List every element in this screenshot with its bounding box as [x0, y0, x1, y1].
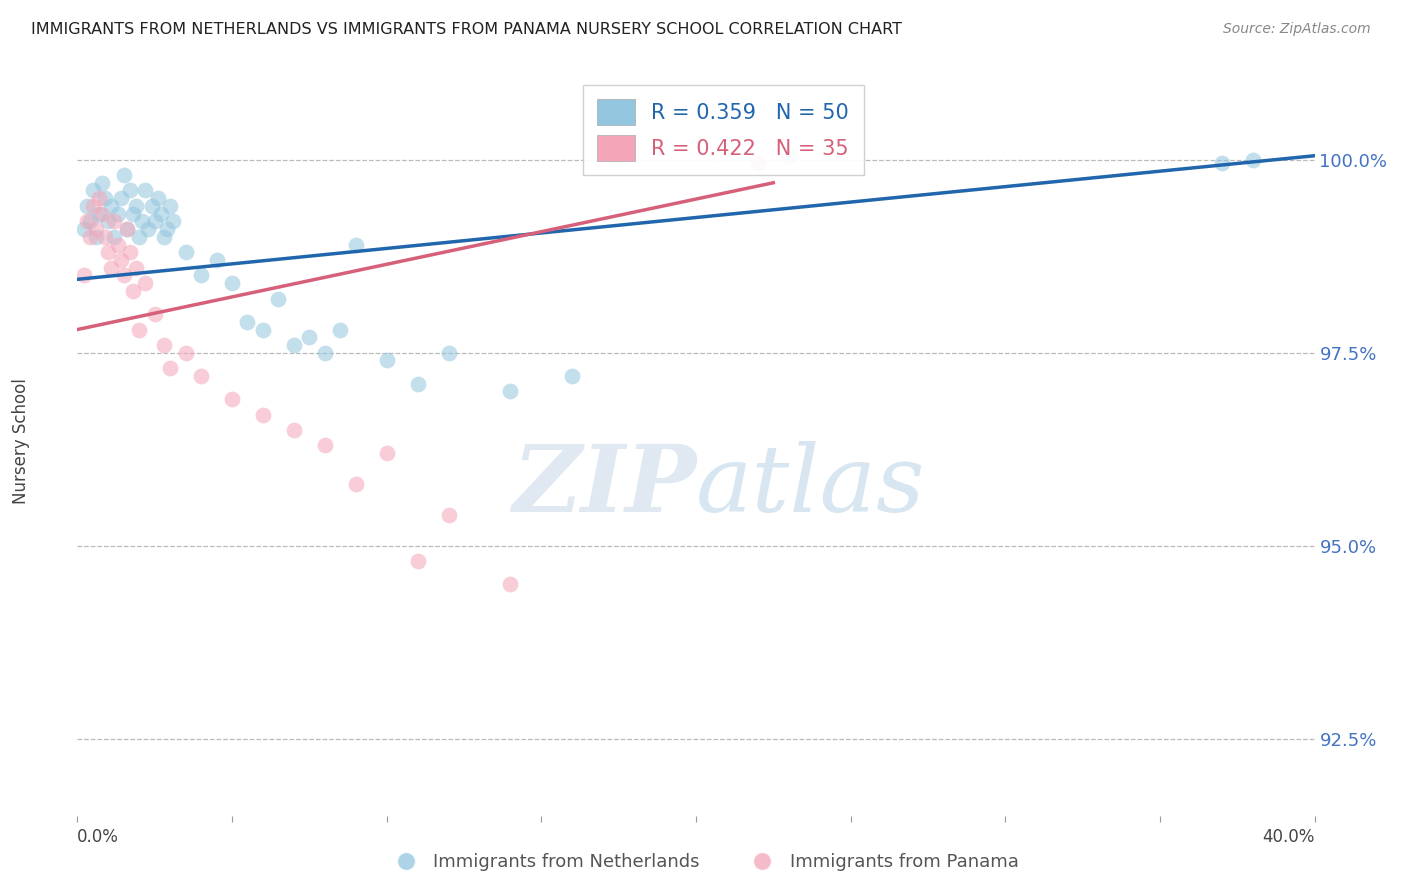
Point	[205, 252, 228, 267]
Point	[156, 222, 179, 236]
Point	[112, 268, 135, 283]
Point	[162, 214, 184, 228]
Point	[499, 384, 522, 399]
Point	[174, 245, 197, 260]
Point	[143, 214, 166, 228]
Point	[110, 252, 132, 267]
Point	[174, 345, 197, 359]
Point	[141, 199, 163, 213]
Legend: Immigrants from Netherlands, Immigrants from Panama: Immigrants from Netherlands, Immigrants …	[381, 847, 1025, 879]
Point	[153, 230, 176, 244]
Point	[110, 191, 132, 205]
Text: Nursery School: Nursery School	[13, 378, 31, 505]
Point	[406, 554, 429, 568]
Point	[298, 330, 321, 344]
Point	[115, 222, 138, 236]
Point	[159, 199, 181, 213]
Point	[375, 446, 398, 460]
Point	[107, 237, 129, 252]
Point	[344, 477, 367, 491]
Point	[122, 207, 145, 221]
Point	[149, 207, 172, 221]
Point	[112, 168, 135, 182]
Point	[153, 338, 176, 352]
Point	[87, 207, 110, 221]
Point	[314, 345, 336, 359]
Point	[115, 222, 138, 236]
Point	[84, 222, 107, 236]
Point	[375, 353, 398, 368]
Point	[283, 423, 305, 437]
Point	[100, 260, 122, 275]
Point	[72, 268, 94, 283]
Point	[1211, 156, 1233, 170]
Point	[143, 307, 166, 321]
Point	[82, 184, 104, 198]
Point	[128, 230, 150, 244]
Legend: R = 0.359   N = 50, R = 0.422   N = 35: R = 0.359 N = 50, R = 0.422 N = 35	[582, 85, 863, 175]
Point	[100, 199, 122, 213]
Point	[84, 230, 107, 244]
Point	[103, 214, 125, 228]
Point	[94, 191, 117, 205]
Point	[267, 292, 290, 306]
Text: ZIP: ZIP	[512, 442, 696, 532]
Point	[131, 214, 153, 228]
Point	[122, 284, 145, 298]
Point	[778, 149, 800, 163]
Point	[1241, 153, 1264, 167]
Point	[190, 368, 212, 383]
Text: atlas: atlas	[696, 442, 925, 532]
Point	[221, 276, 243, 290]
Point	[76, 214, 98, 228]
Point	[118, 245, 141, 260]
Point	[79, 230, 101, 244]
Point	[252, 408, 274, 422]
Point	[118, 184, 141, 198]
Point	[107, 207, 129, 221]
Point	[221, 392, 243, 406]
Point	[79, 214, 101, 228]
Text: 0.0%: 0.0%	[77, 828, 120, 846]
Point	[91, 207, 114, 221]
Point	[190, 268, 212, 283]
Point	[561, 368, 583, 383]
Point	[94, 230, 117, 244]
Point	[138, 222, 160, 236]
Point	[125, 260, 148, 275]
Point	[499, 577, 522, 591]
Point	[87, 191, 110, 205]
Point	[437, 345, 460, 359]
Point	[97, 214, 120, 228]
Point	[329, 322, 352, 336]
Point	[76, 199, 98, 213]
Text: 40.0%: 40.0%	[1263, 828, 1315, 846]
Text: Source: ZipAtlas.com: Source: ZipAtlas.com	[1223, 22, 1371, 37]
Point	[236, 315, 259, 329]
Point	[134, 276, 156, 290]
Point	[159, 361, 181, 376]
Point	[437, 508, 460, 522]
Point	[128, 322, 150, 336]
Point	[146, 191, 169, 205]
Point	[91, 176, 114, 190]
Point	[314, 438, 336, 452]
Point	[406, 376, 429, 391]
Point	[97, 245, 120, 260]
Text: IMMIGRANTS FROM NETHERLANDS VS IMMIGRANTS FROM PANAMA NURSERY SCHOOL CORRELATION: IMMIGRANTS FROM NETHERLANDS VS IMMIGRANT…	[31, 22, 901, 37]
Point	[72, 222, 94, 236]
Point	[82, 199, 104, 213]
Point	[125, 199, 148, 213]
Point	[252, 322, 274, 336]
Point	[344, 237, 367, 252]
Point	[747, 156, 769, 170]
Point	[134, 184, 156, 198]
Point	[103, 230, 125, 244]
Point	[283, 338, 305, 352]
